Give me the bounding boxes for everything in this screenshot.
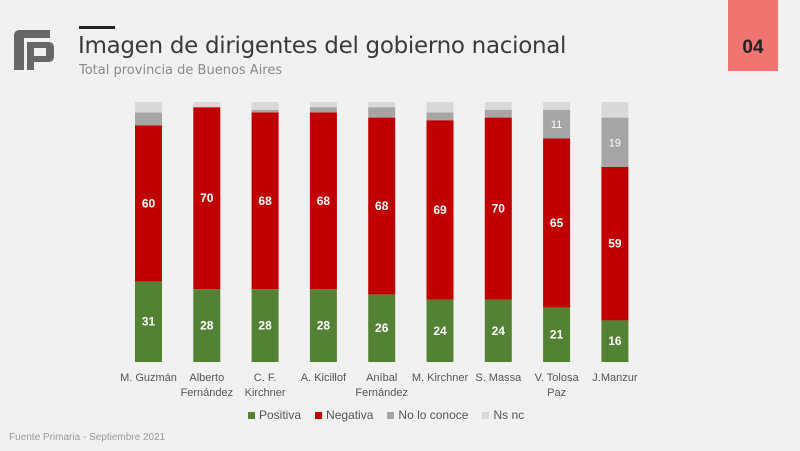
x-tick-label-j-manzur: J.Manzur	[592, 372, 638, 384]
logo-icon	[14, 30, 54, 70]
data-label-negativa-m-kirchner: 69	[433, 203, 447, 217]
data-label-negativa-s-massa: 70	[492, 202, 506, 216]
bar-negativa-m-guzman	[135, 125, 162, 282]
legend-swatch-no-lo-conoce	[387, 411, 395, 419]
bar-positiva-s-massa	[484, 299, 512, 362]
bar-positiva-m-guzman	[135, 281, 162, 362]
data-label-negativa-j-manzur: 59	[608, 237, 622, 251]
title-accent-bar	[79, 26, 115, 29]
slide-number-badge: 04	[728, 0, 778, 71]
bar-positiva-j-manzur	[601, 320, 629, 362]
bar-ns-nc-s-massa	[484, 102, 512, 110]
legend-swatch-positiva	[248, 411, 255, 419]
bar-ns-nc-a-kicillof	[309, 102, 337, 108]
legend-swatch-ns-nc	[482, 411, 490, 419]
legend-item-ns-nc: Ns nc	[482, 408, 524, 422]
data-label-positiva-s-massa: 24	[492, 324, 506, 338]
x-tick-label-alberto-fernandez: Fernández	[181, 387, 234, 399]
x-tick-label-m-kirchner: M. Kirchner	[412, 372, 469, 384]
x-tick-label-s-massa: S. Massa	[475, 372, 522, 384]
bar-negativa-anibal-fernandez	[368, 117, 396, 295]
slide-number: 04	[742, 37, 764, 58]
bar-positiva-alberto-fernandez	[193, 289, 221, 362]
source-footer: Fuente Primaria - Septiembre 2021	[9, 432, 166, 443]
x-tick-label-alberto-fernandez: Alberto	[189, 372, 224, 384]
legend-label-positiva: Positiva	[259, 408, 302, 422]
bar-ns-nc-v-tolosa-paz	[543, 102, 571, 110]
bar-ns-nc-alberto-fernandez	[193, 102, 221, 108]
bar-no-lo-conoce-v-tolosa-paz	[543, 109, 571, 139]
legend-label-negativa: Negativa	[326, 408, 374, 422]
x-tick-label-m-guzman: M. Guzmán	[120, 372, 177, 384]
data-label-negativa-a-kicillof: 68	[317, 194, 331, 208]
data-label-negativa-v-tolosa-paz: 65	[550, 216, 564, 230]
bar-no-lo-conoce-anibal-fernandez	[368, 107, 396, 118]
data-label-positiva-c-f-kirchner: 28	[258, 319, 272, 333]
legend-item-negativa: Negativa	[315, 408, 373, 422]
page-title: Imagen de dirigentes del gobierno nacion…	[78, 33, 567, 59]
bar-positiva-v-tolosa-paz	[543, 307, 571, 362]
bar-positiva-anibal-fernandez	[368, 294, 396, 362]
data-label-positiva-m-guzman: 31	[142, 315, 156, 329]
data-label-no-lo-conoce-j-manzur: 19	[609, 137, 621, 149]
data-label-positiva-v-tolosa-paz: 21	[550, 328, 564, 342]
bar-ns-nc-j-manzur	[601, 102, 629, 118]
bar-no-lo-conoce-j-manzur	[601, 117, 629, 167]
data-label-positiva-anibal-fernandez: 26	[375, 321, 389, 335]
bar-no-lo-conoce-a-kicillof	[309, 107, 337, 113]
x-tick-label-v-tolosa-paz: V. Tolosa	[535, 372, 580, 384]
data-label-negativa-m-guzman: 60	[142, 196, 156, 210]
legend-item-positiva: Positiva	[248, 408, 301, 422]
data-label-positiva-a-kicillof: 28	[317, 319, 331, 333]
bar-negativa-m-kirchner	[426, 120, 454, 300]
bar-ns-nc-anibal-fernandez	[368, 102, 396, 108]
legend-label-no-lo-conoce: No lo conoce	[398, 408, 469, 422]
bar-ns-nc-m-kirchner	[426, 102, 454, 113]
bar-no-lo-conoce-m-kirchner	[426, 112, 454, 121]
data-label-positiva-alberto-fernandez: 28	[200, 319, 214, 333]
bar-negativa-a-kicillof	[309, 112, 337, 290]
chart-legend: Positiva Negativa No lo conoce Ns nc	[248, 408, 524, 422]
page-subtitle: Total provincia de Buenos Aires	[79, 63, 283, 78]
bar-positiva-m-kirchner	[426, 299, 454, 362]
legend-item-no-lo-conoce: No lo conoce	[387, 408, 468, 422]
data-label-negativa-c-f-kirchner: 68	[258, 194, 272, 208]
bar-no-lo-conoce-s-massa	[484, 109, 512, 118]
bar-negativa-s-massa	[484, 117, 512, 300]
x-tick-label-c-f-kirchner: Kirchner	[245, 387, 286, 399]
bar-negativa-v-tolosa-paz	[543, 138, 571, 308]
x-tick-label-anibal-fernandez: Fernández	[355, 387, 408, 399]
x-tick-label-anibal-fernandez: Aníbal	[366, 372, 397, 384]
x-tick-label-a-kicillof: A. Kicillof	[301, 372, 347, 384]
data-label-negativa-anibal-fernandez: 68	[375, 199, 389, 213]
data-label-no-lo-conoce-v-tolosa-paz: 11	[551, 119, 562, 131]
bar-ns-nc-m-guzman	[135, 102, 162, 113]
bar-negativa-c-f-kirchner	[251, 112, 279, 290]
x-tick-label-v-tolosa-paz: Paz	[547, 387, 566, 399]
legend-label-ns-nc: Ns nc	[493, 408, 525, 422]
legend-swatch-negativa	[315, 411, 323, 419]
bar-positiva-c-f-kirchner	[251, 289, 279, 362]
bar-no-lo-conoce-m-guzman	[135, 112, 162, 126]
bar-negativa-j-manzur	[601, 167, 629, 321]
bar-positiva-a-kicillof	[309, 289, 337, 362]
data-label-positiva-j-manzur: 16	[608, 334, 622, 348]
bar-no-lo-conoce-c-f-kirchner	[251, 109, 279, 113]
bar-ns-nc-c-f-kirchner	[251, 102, 279, 110]
bar-negativa-alberto-fernandez	[193, 107, 221, 290]
data-label-negativa-alberto-fernandez: 70	[200, 191, 214, 205]
data-label-positiva-m-kirchner: 24	[433, 324, 447, 338]
x-tick-label-c-f-kirchner: C. F.	[254, 372, 277, 384]
